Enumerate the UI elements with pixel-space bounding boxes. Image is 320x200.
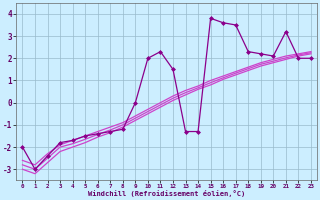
X-axis label: Windchill (Refroidissement éolien,°C): Windchill (Refroidissement éolien,°C) bbox=[88, 190, 245, 197]
